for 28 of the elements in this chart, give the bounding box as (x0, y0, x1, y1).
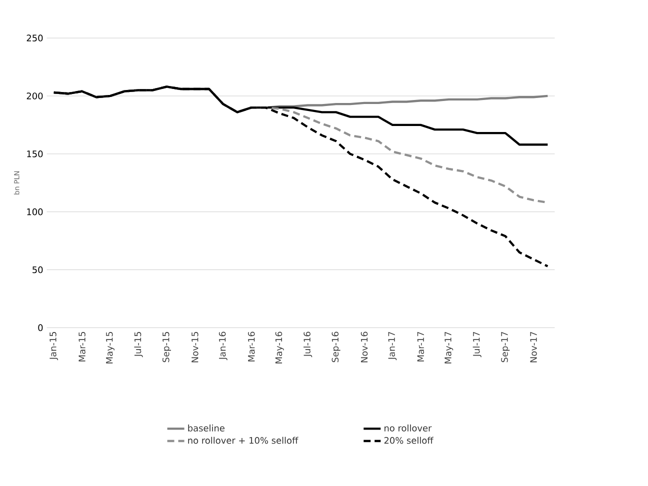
x-tick-label: Jul-17 (472, 332, 482, 357)
legend-label: no rollover + 10% selloff (188, 436, 298, 444)
legend-label: 20% selloff (384, 436, 434, 444)
x-tick-label: May-17 (444, 332, 454, 364)
legend-label: baseline (188, 424, 224, 432)
x-tick-label: Jul-15 (134, 332, 143, 357)
x-tick-label: Sep-17 (501, 332, 510, 362)
x-tick-label: Jan-15 (50, 332, 58, 360)
x-tick-label: May-16 (275, 332, 284, 364)
y-tick-label: 100 (27, 208, 43, 216)
x-tick-label: Jul-16 (304, 332, 312, 357)
x-tick-label: May-15 (106, 332, 114, 364)
x-tick-label: Jan-17 (388, 332, 397, 360)
x-tick-label: Jan-16 (218, 332, 228, 360)
y-tick-label: 250 (26, 34, 43, 42)
x-tick-label: Mar-15 (78, 332, 86, 362)
y-tick-label: 150 (27, 150, 43, 158)
y-tick-label: 200 (26, 92, 43, 100)
x-tick-label: Nov-16 (360, 332, 368, 362)
x-tick-label: Sep-15 (162, 332, 171, 362)
x-tick-label: Nov-17 (530, 332, 537, 362)
x-tick-label: Mar-16 (248, 332, 255, 362)
y-tick-label: 50 (32, 266, 43, 273)
x-tick-label: Nov-15 (192, 332, 198, 362)
x-tick-label: Mar-17 (417, 332, 424, 362)
x-tick-label: Sep-16 (332, 332, 340, 362)
legend-label: no rollover (384, 424, 432, 432)
y-tick-label: 0 (38, 324, 43, 331)
